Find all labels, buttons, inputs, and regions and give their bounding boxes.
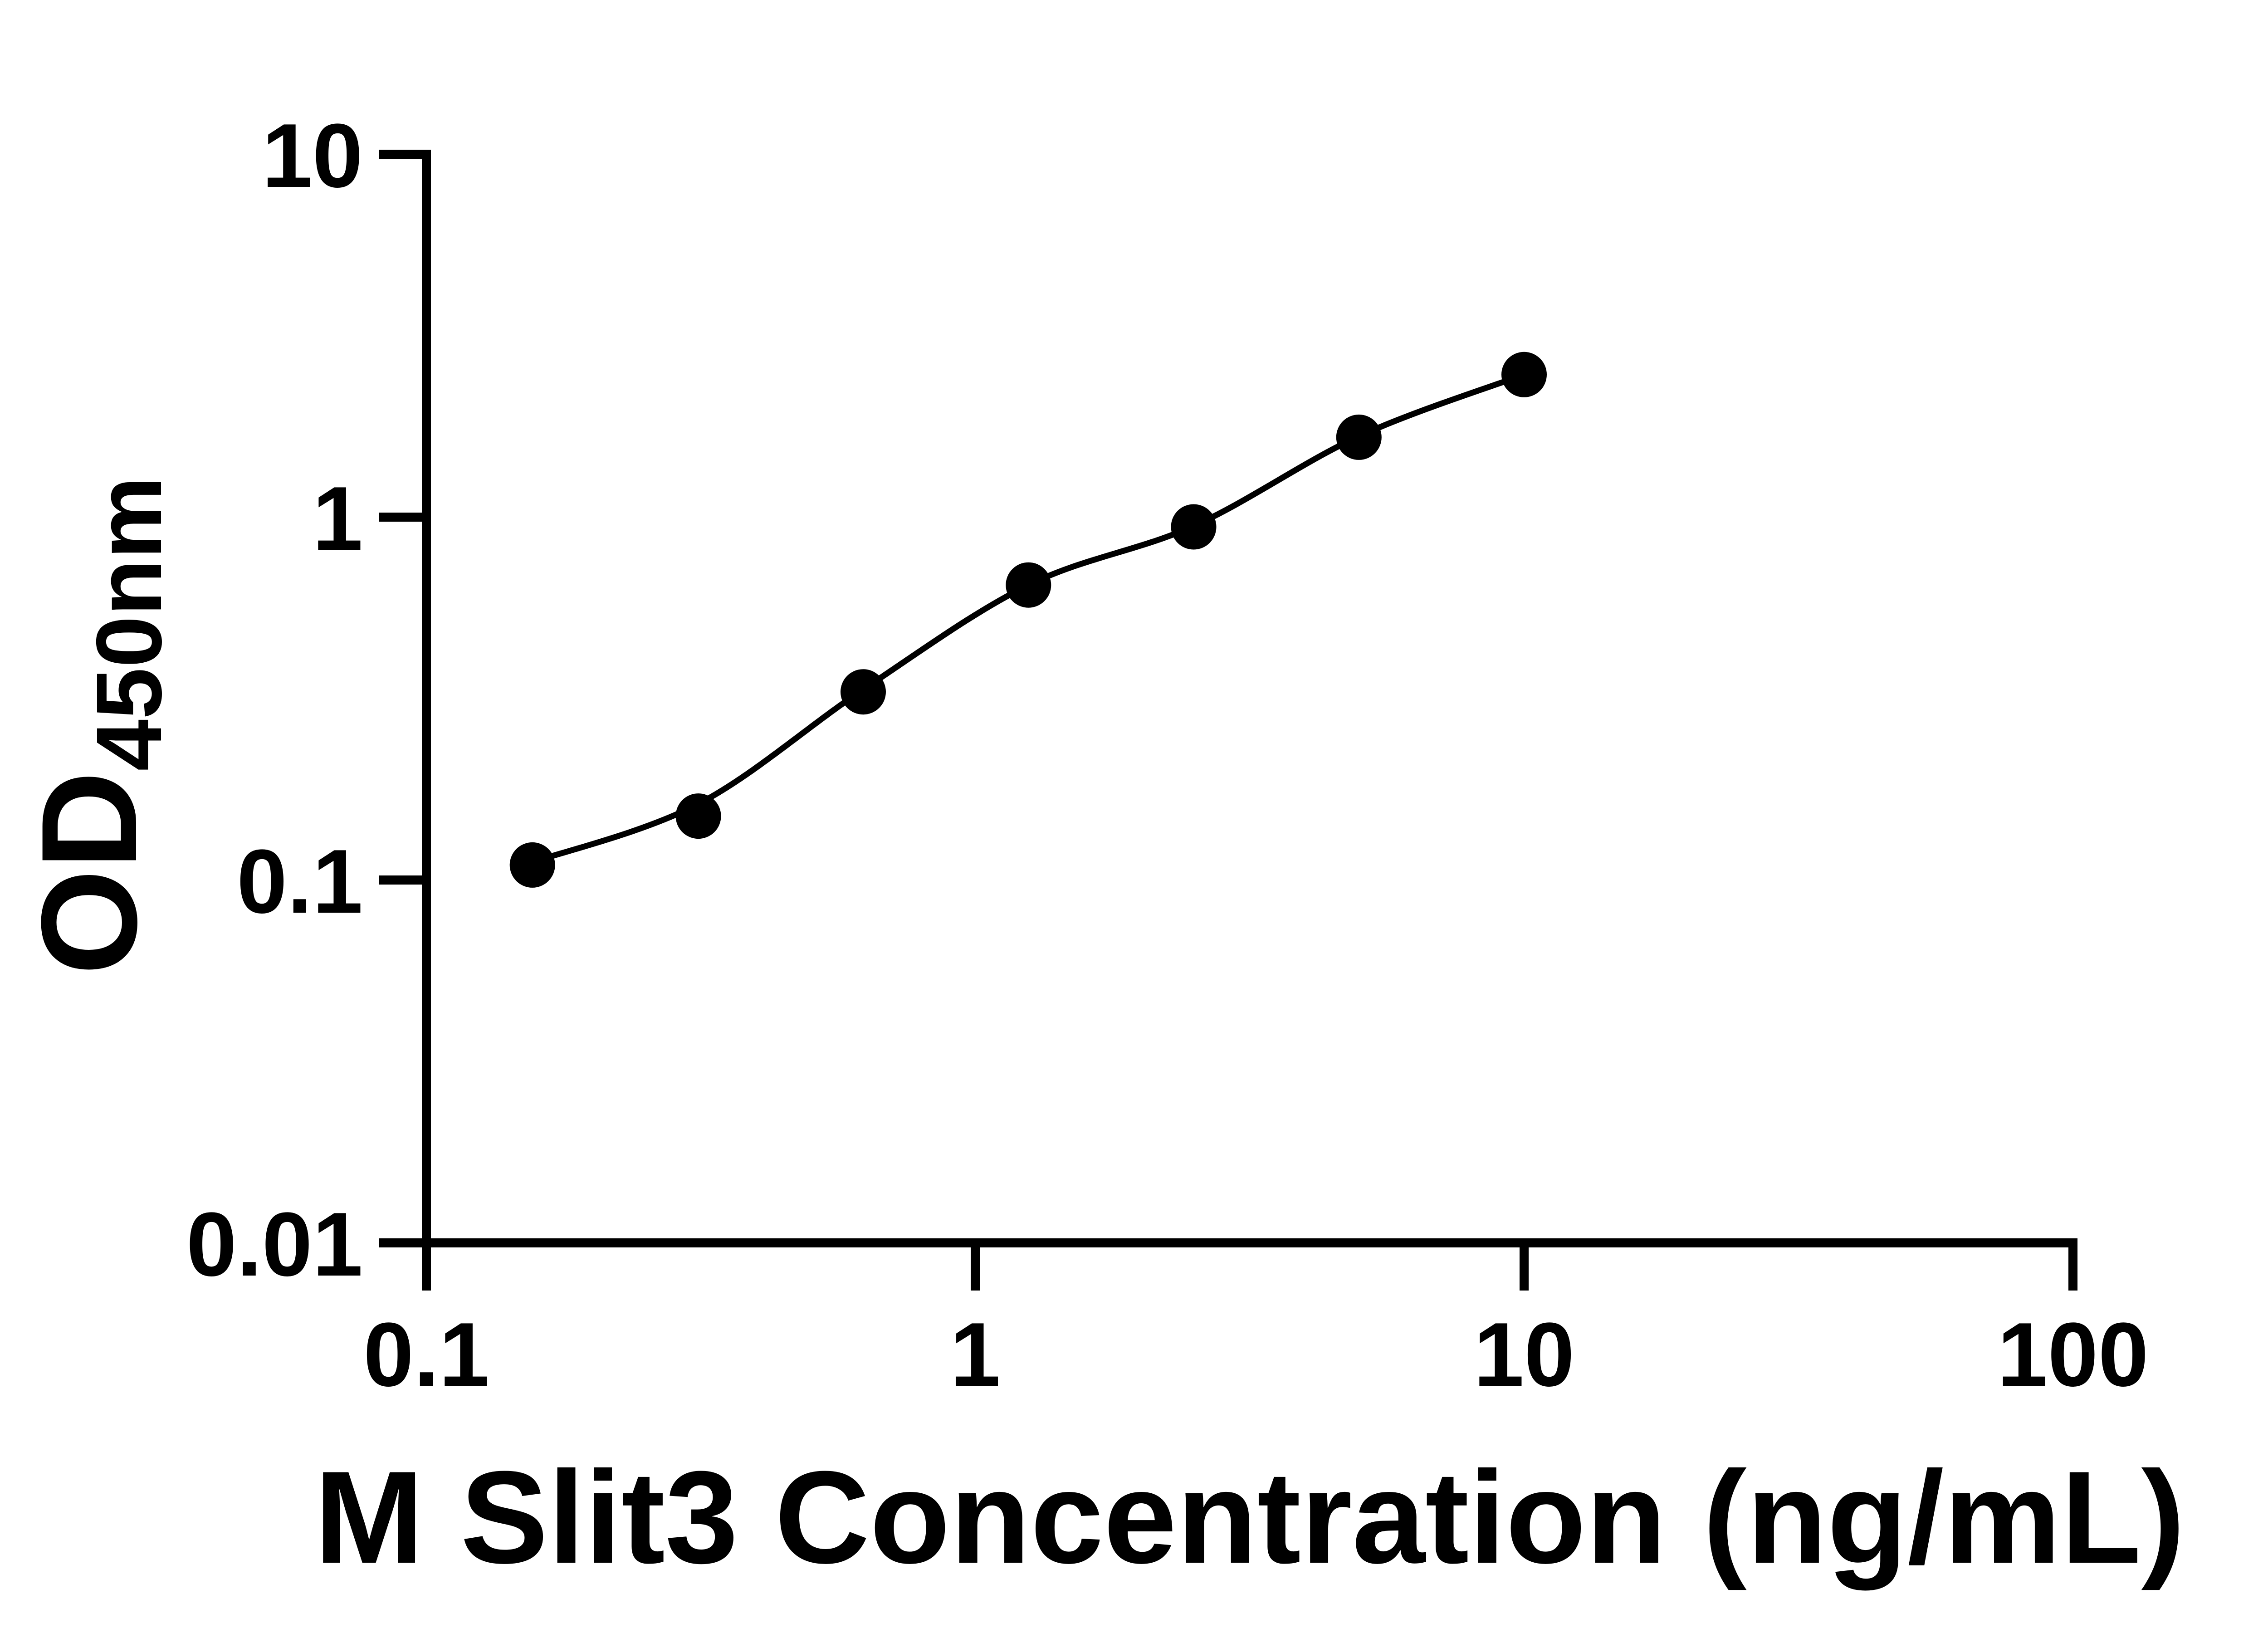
y-axis-title: OD450nm	[13, 476, 181, 975]
y-tick-label: 0.01	[186, 1194, 363, 1295]
data-point	[1171, 504, 1217, 550]
x-tick-label: 1	[950, 1304, 1000, 1405]
data-point	[1501, 352, 1547, 397]
y-tick-label: 10	[262, 105, 363, 206]
x-axis-title: M Slit3 Concentration (ng/mL)	[314, 1444, 2185, 1591]
x-axis-tick-labels: 0.1 1 10 100	[363, 1304, 2149, 1405]
x-tick-label: 10	[1474, 1304, 1574, 1405]
y-axis-title-main: OD	[13, 771, 165, 975]
x-tick-label: 0.1	[363, 1304, 489, 1405]
data-point	[841, 669, 886, 715]
standard-points	[509, 352, 1547, 888]
data-point	[509, 842, 555, 888]
data-point	[1006, 562, 1051, 608]
y-tick-label: 1	[313, 468, 363, 569]
y-axis-ticks	[379, 150, 426, 1247]
y-axis-title-subscript: 450nm	[77, 476, 181, 771]
y-tick-label: 0.1	[237, 831, 363, 932]
x-axis-ticks	[422, 1243, 2077, 1291]
x-tick-label: 100	[1997, 1304, 2149, 1405]
y-axis-tick-labels: 0.01 0.1 1 10	[186, 105, 363, 1295]
data-point	[1336, 414, 1382, 460]
data-point	[675, 793, 721, 839]
